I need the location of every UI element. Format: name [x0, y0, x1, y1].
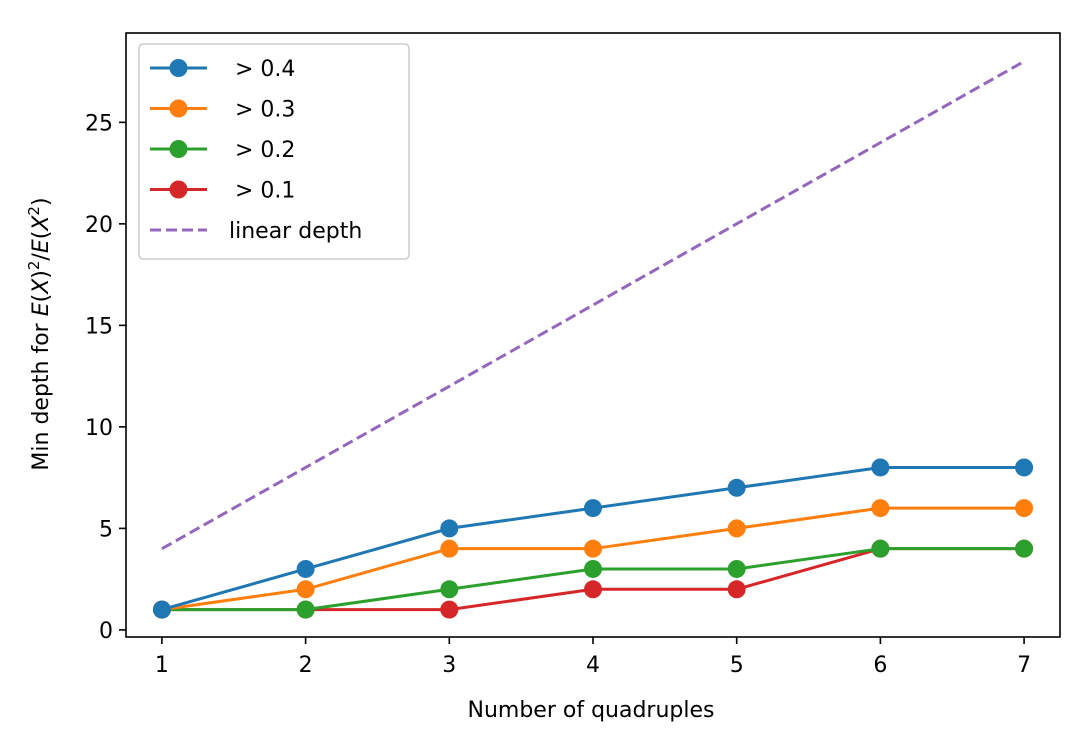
- data-point: [871, 458, 890, 477]
- data-point: [871, 499, 890, 518]
- data-point: [152, 600, 171, 619]
- legend-label: linear depth: [229, 219, 362, 244]
- data-point: [1015, 539, 1034, 558]
- legend-label: > 0.1: [235, 179, 295, 204]
- legend-label: > 0.3: [235, 98, 295, 123]
- y-axis-label: Min depth for E(X)2/E(X2): [25, 197, 54, 470]
- y-axis-label-paren4: ): [29, 197, 54, 206]
- x-tick-label: 5: [730, 653, 744, 678]
- data-point: [1015, 458, 1034, 477]
- x-axis-label: Number of quadruples: [468, 698, 715, 723]
- legend-item-0-3: > 0.3: [150, 98, 295, 123]
- data-point: [440, 600, 459, 619]
- y-axis-label-x1: X: [29, 278, 54, 295]
- plot-marks: [152, 60, 1034, 619]
- y-axis-label-paren2: ): [29, 270, 54, 279]
- data-point: [727, 559, 746, 578]
- series-0-4: [152, 458, 1034, 619]
- data-point: [1015, 499, 1034, 518]
- x-tick-label: 2: [299, 653, 313, 678]
- data-point: [584, 580, 602, 599]
- data-point: [584, 559, 602, 578]
- data-point: [440, 539, 459, 558]
- y-tick-label: 25: [85, 111, 113, 136]
- legend-item-0-2: > 0.2: [150, 138, 295, 163]
- legend-item-0-1: > 0.1: [150, 179, 295, 204]
- x-tick-label: 7: [1017, 653, 1031, 678]
- y-tick-label: 0: [99, 619, 113, 644]
- y-axis-label-slash: /: [29, 253, 54, 261]
- y-axis-label-e2: E: [29, 239, 54, 253]
- data-point: [296, 580, 315, 599]
- legend-box: [138, 43, 410, 260]
- y-axis-label-prefix: Min depth for: [29, 316, 54, 470]
- legend-marker: [169, 59, 188, 77]
- axes: 1 2 3 4 5 6 7 0 5 10 15 20 25: [85, 111, 1031, 678]
- legend-label: > 0.4: [235, 57, 295, 82]
- y-tick-label: 5: [99, 517, 113, 542]
- data-point: [440, 580, 459, 599]
- y-axis-label-paren1: (: [29, 294, 54, 303]
- y-axis-label-x2: X: [29, 215, 54, 232]
- y-axis-label-sup2: 2: [25, 206, 43, 216]
- x-tick-label: 6: [873, 653, 887, 678]
- legend: > 0.4 > 0.3 > 0.2 > 0.1 linear depth: [138, 43, 410, 260]
- legend-marker: [169, 180, 188, 199]
- data-point: [584, 539, 602, 558]
- legend-item-linear-depth: linear depth: [150, 219, 362, 244]
- x-tick-label: 4: [586, 653, 600, 678]
- legend-label: > 0.2: [235, 138, 295, 163]
- x-tick-label: 1: [155, 653, 169, 678]
- y-axis-label-sup1: 2: [25, 261, 43, 271]
- data-point: [727, 478, 746, 497]
- series-line: [161, 60, 1025, 550]
- data-point: [584, 499, 602, 518]
- x-tick-label: 3: [442, 653, 456, 678]
- y-axis-label-paren3: (: [29, 231, 54, 240]
- y-axis-label-e1: E: [29, 302, 54, 316]
- data-point: [296, 559, 315, 578]
- series-linear-depth: [161, 60, 1025, 550]
- legend-marker: [169, 140, 188, 158]
- y-tick-label: 15: [85, 314, 113, 339]
- data-point: [871, 539, 890, 558]
- y-tick-label: 20: [85, 213, 113, 238]
- data-point: [727, 519, 746, 538]
- legend-marker: [169, 99, 188, 118]
- data-point: [296, 600, 315, 619]
- y-tick-label: 10: [85, 416, 113, 441]
- data-point: [727, 580, 746, 599]
- legend-item-0-4: > 0.4: [150, 57, 295, 82]
- data-point: [440, 519, 459, 538]
